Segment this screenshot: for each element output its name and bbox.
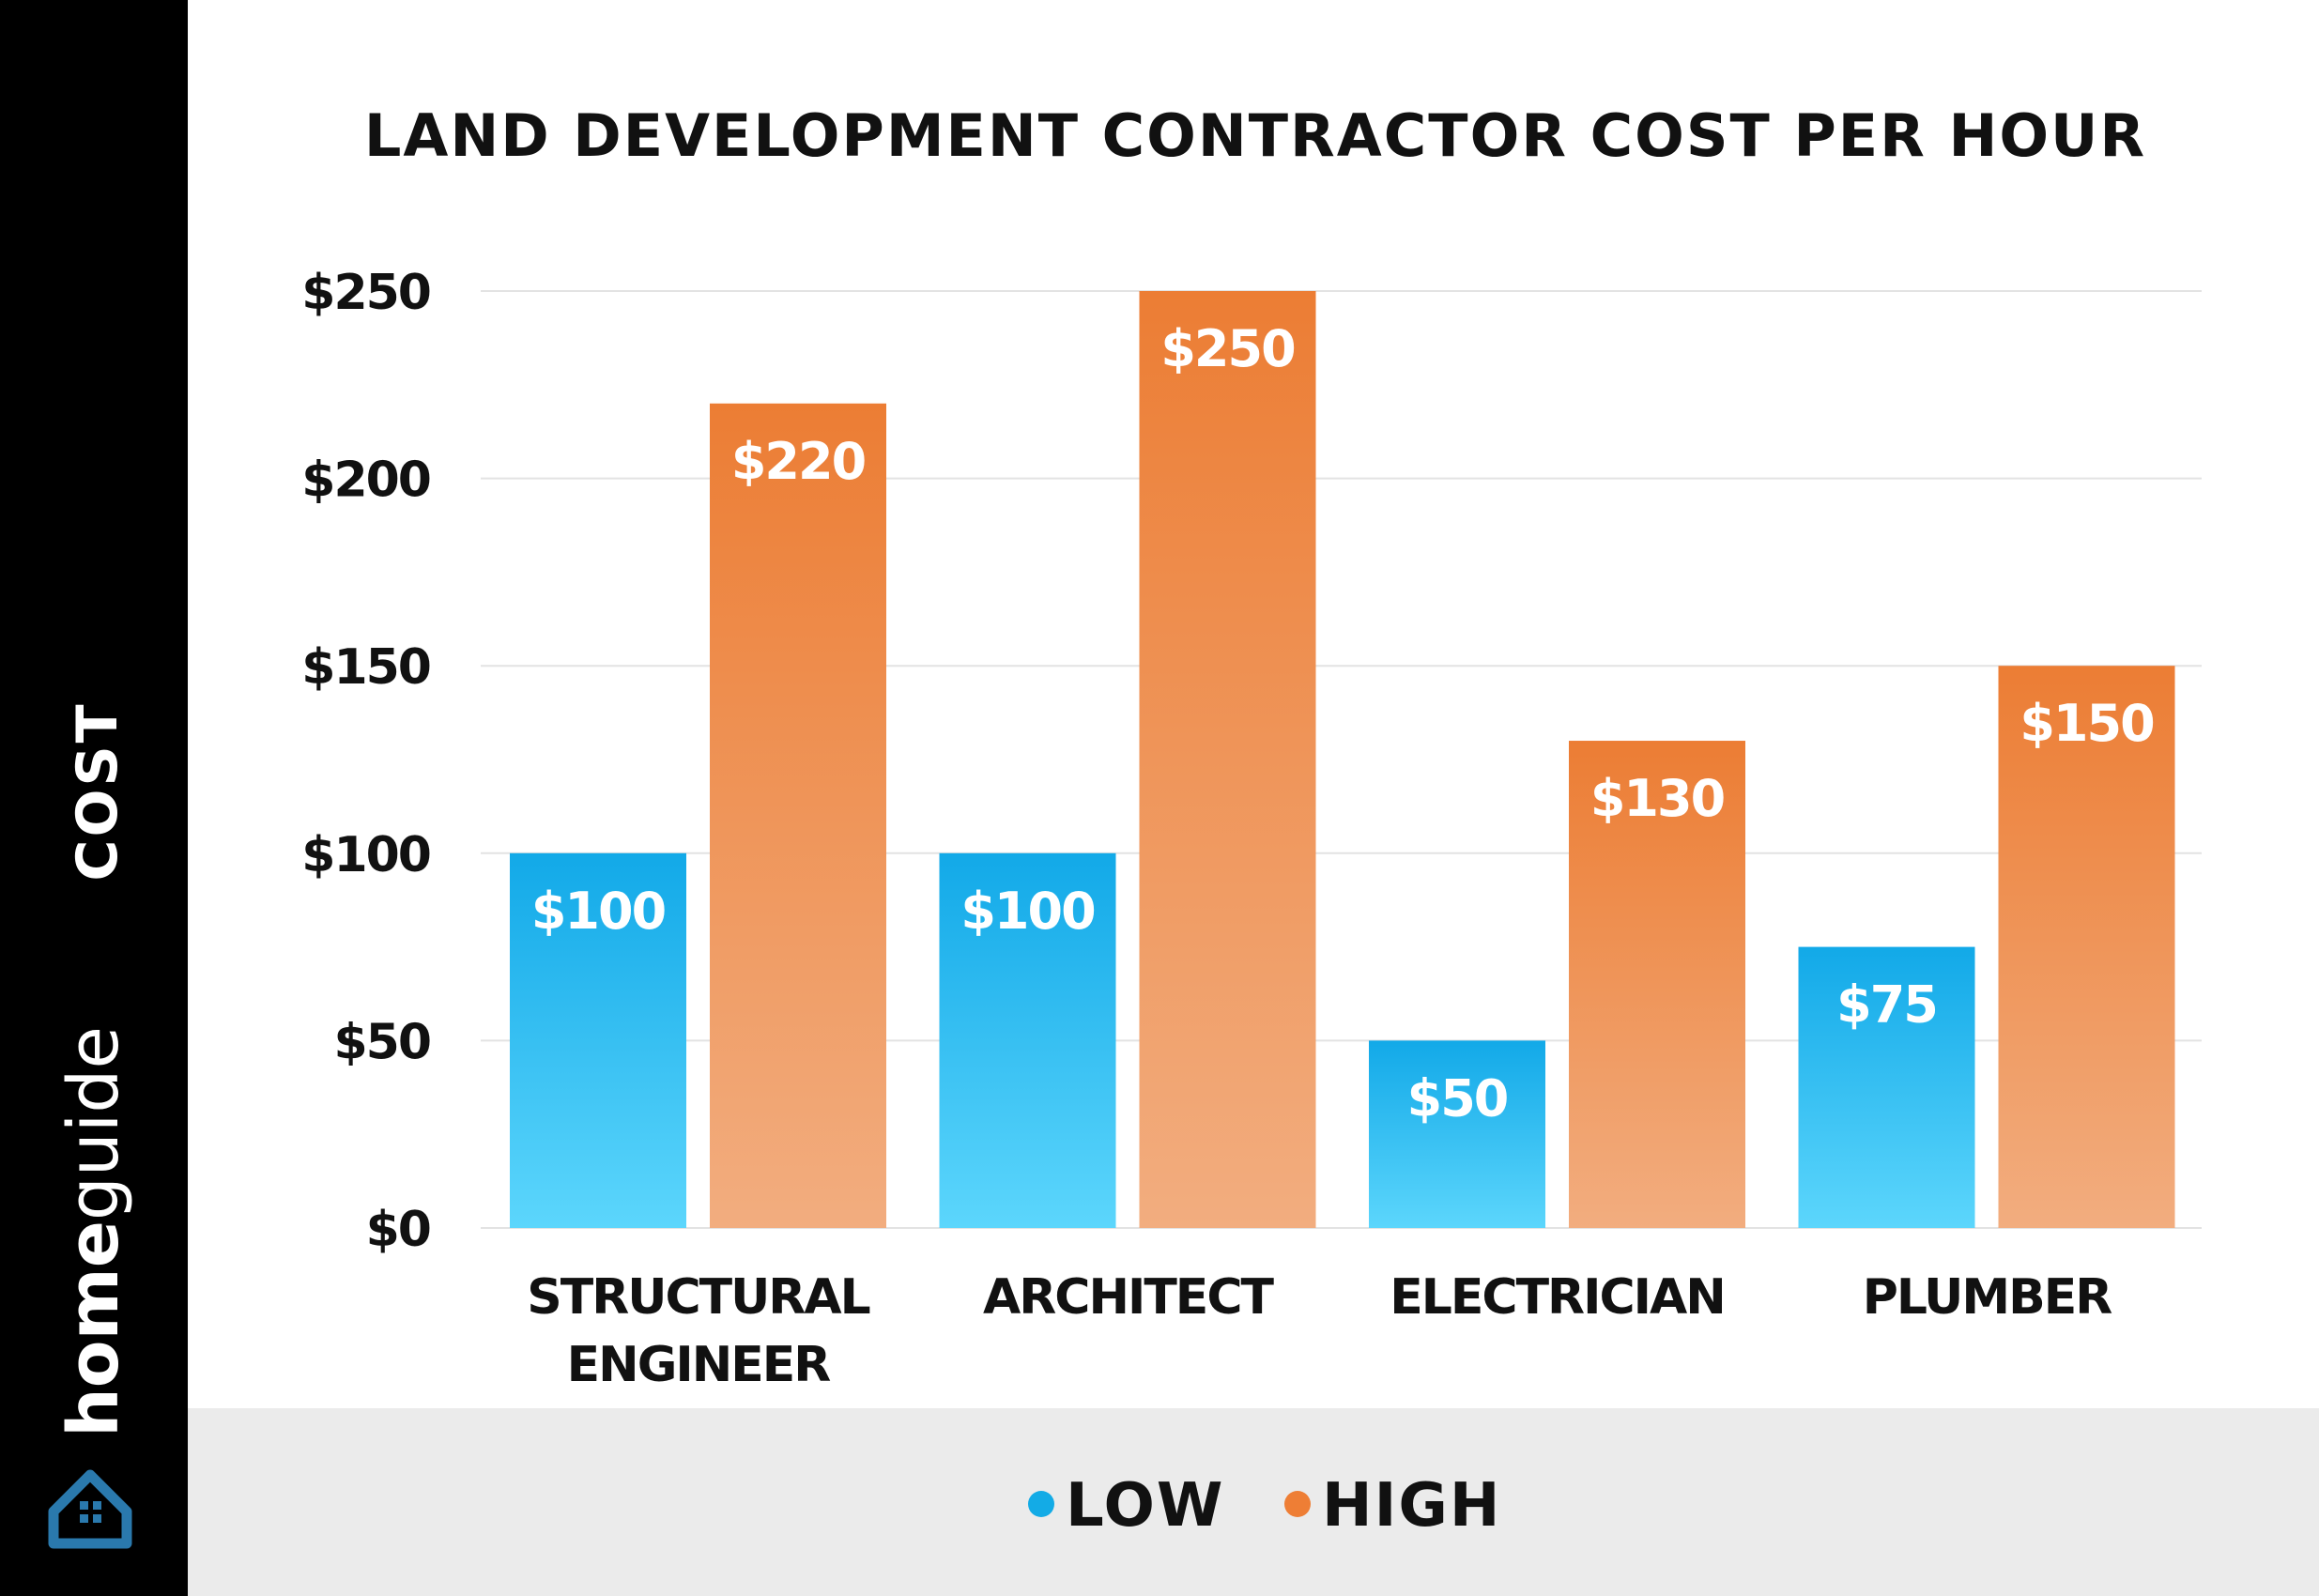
legend-band <box>188 1408 2319 1596</box>
x-tick-label: PLUMBER <box>1863 1269 2112 1326</box>
bar-high <box>1569 741 1745 1228</box>
sidebar <box>0 0 188 1596</box>
data-label-low: $100 <box>531 882 665 941</box>
legend-low-label: LOW <box>1066 1471 1225 1541</box>
house-icon <box>48 1469 132 1549</box>
y-tick-label: $100 <box>301 827 430 883</box>
bar-high <box>710 403 886 1228</box>
x-axis-ticks: STRUCTURAL ENGINEER ARCHITECT ELECTRICIAN PL… <box>527 1269 2113 1393</box>
brand-wordmark: homeguide <box>54 1026 134 1437</box>
data-labels: $100 $220 $100 $250 $50 $130 $75 $150 <box>531 319 2156 1128</box>
y-tick-label: $0 <box>366 1202 430 1258</box>
x-tick-label: ELECTRICIAN <box>1390 1269 1724 1326</box>
brand-name-bold: home <box>54 1220 134 1437</box>
y-axis-ticks: $0 $50 $100 $150 $200 $250 <box>301 265 432 1258</box>
legend-low-marker <box>1028 1491 1054 1517</box>
bar-high <box>1998 666 2175 1228</box>
data-label-low: $75 <box>1836 975 1937 1035</box>
y-tick-label: $250 <box>301 265 430 321</box>
y-tick-label: $50 <box>333 1014 430 1070</box>
y-tick-label: $200 <box>301 453 430 509</box>
x-tick-label: STRUCTURAL ENGINEER <box>527 1269 869 1393</box>
bars <box>510 291 2175 1228</box>
data-label-high: $130 <box>1590 769 1724 828</box>
y-axis-label: COST <box>65 701 131 881</box>
data-label-high: $220 <box>731 432 865 491</box>
legend-high-label: HIGH <box>1322 1471 1501 1541</box>
data-label-low: $50 <box>1407 1068 1508 1128</box>
bar-low <box>510 852 686 1228</box>
data-label-high: $250 <box>1160 319 1294 378</box>
x-tick-label: ARCHITECT <box>983 1269 1274 1326</box>
legend: LOW HIGH <box>1028 1471 1501 1541</box>
legend-high-marker <box>1284 1491 1311 1517</box>
bar-low <box>1369 1040 1545 1228</box>
data-label-low: $100 <box>960 882 1094 941</box>
bar-low <box>1798 946 1975 1228</box>
data-label-high: $150 <box>2020 694 2153 753</box>
brand-name-light: guide <box>54 1026 134 1220</box>
bar-low <box>939 852 1116 1228</box>
chart-title: LAND DEVELOPMENT CONTRACTOR COST PER HOU… <box>364 101 2146 170</box>
y-tick-label: $150 <box>301 639 430 696</box>
brand-logo: homeguide <box>48 1026 134 1549</box>
bar-high <box>1139 291 1316 1228</box>
